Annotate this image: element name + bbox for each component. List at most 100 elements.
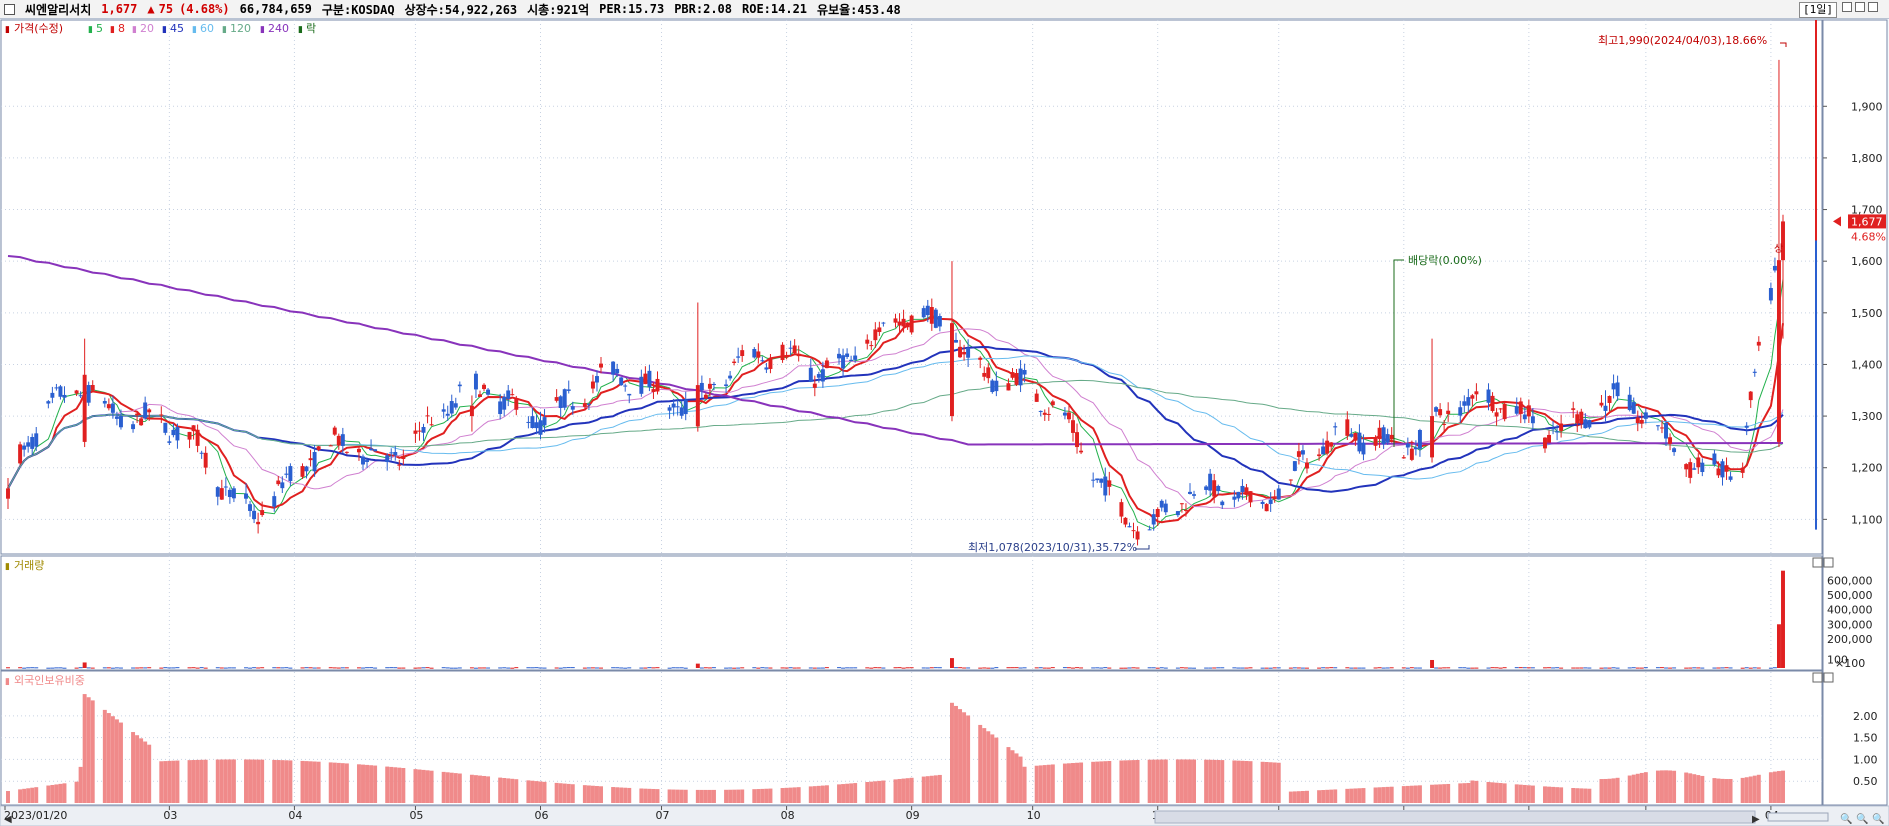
foreign-bar	[139, 738, 144, 803]
foreign-bar	[966, 715, 971, 803]
foreign-bar	[1643, 772, 1648, 803]
candle-body	[1107, 480, 1112, 487]
zoom-slider[interactable]	[1767, 812, 1829, 822]
panel-controls[interactable]: ◀ ▶ 🔍 🔍 🔍	[4, 557, 1884, 825]
candle-body	[1389, 434, 1394, 440]
per-value: PER:15.73	[599, 2, 665, 16]
volume-bar	[1079, 667, 1084, 669]
window-close-icon[interactable]	[1868, 2, 1878, 12]
volume-bar	[921, 667, 926, 669]
foreign-bar	[441, 771, 446, 803]
foreign-bar	[421, 769, 426, 803]
foreign-bar	[796, 787, 801, 803]
volume-bar	[619, 667, 624, 669]
candle-body	[62, 394, 67, 398]
candle-body	[881, 322, 886, 324]
volume-bar	[566, 667, 571, 669]
panel-maximize-icon[interactable]	[1812, 672, 1823, 683]
candle-body	[280, 482, 285, 489]
foreign-bar	[784, 787, 789, 803]
candle-body	[526, 421, 531, 423]
foreign-bar	[756, 789, 761, 803]
candle-body	[1014, 373, 1019, 385]
panel-close-icon[interactable]	[1823, 672, 1834, 683]
candle-body	[502, 396, 507, 410]
foreign-bar	[893, 779, 898, 803]
volume-bar	[473, 667, 478, 669]
volume-bar	[1317, 667, 1322, 669]
candle-body	[1151, 514, 1156, 525]
volume-bar	[824, 667, 829, 669]
volume-bar	[288, 667, 293, 669]
foreign-bar	[1216, 759, 1221, 803]
foreign-bar	[1438, 784, 1443, 803]
volume-bar	[252, 667, 257, 669]
foreign-bar	[445, 772, 450, 803]
foreign-bar	[595, 786, 599, 803]
candle-body	[921, 308, 926, 318]
candle-body	[1216, 486, 1221, 492]
ma-45-legend-icon: ▮	[162, 25, 167, 35]
volume-bar	[272, 667, 277, 669]
foreign-bar	[1385, 786, 1390, 803]
candle-body	[1470, 395, 1475, 399]
volume-bar	[1385, 667, 1390, 669]
foreign-bar	[316, 761, 321, 803]
volume-bar	[853, 667, 858, 669]
ma-45-line	[7, 345, 1784, 493]
ma-45-legend-label: 45	[170, 22, 184, 35]
candle-body	[1147, 529, 1152, 531]
candle-body	[1373, 438, 1378, 446]
horizontal-scroll-thumb[interactable]	[1154, 810, 1756, 824]
panel-maximize-icon[interactable]	[1812, 557, 1823, 568]
panel-close-icon[interactable]	[1823, 557, 1834, 568]
volume-bar	[1781, 570, 1785, 668]
volume-bar	[816, 667, 821, 669]
volume-bar	[280, 667, 285, 669]
candle-body	[397, 464, 402, 466]
volume-bar	[356, 667, 361, 669]
limit-up-label: 상	[1774, 243, 1783, 255]
candle-body	[958, 346, 963, 358]
foreign-bar	[1615, 777, 1620, 803]
window-restore-icon[interactable]	[1842, 2, 1852, 12]
candle-body	[74, 390, 79, 394]
window-maximize-icon[interactable]	[1855, 2, 1865, 12]
y-axis-panel	[1822, 19, 1888, 806]
foreign-bar	[304, 761, 309, 803]
volume-bar	[595, 667, 599, 669]
chart-area[interactable]: 1,900 1,800 1,700 1,600 1,500 1,400 1,300 1,200…	[0, 19, 1889, 826]
foreign-bar	[1442, 784, 1447, 803]
foreign-bar	[385, 766, 390, 803]
volume-bar	[869, 667, 874, 669]
volume-bar	[316, 667, 321, 669]
candle-body	[344, 451, 349, 453]
candle-body	[1781, 221, 1785, 261]
volume-bar	[506, 667, 511, 669]
volume-bar	[1321, 667, 1326, 669]
foreign-bar	[990, 734, 995, 803]
foreign-bar	[356, 764, 361, 803]
foreign-bar	[413, 769, 418, 803]
select-checkbox[interactable]	[4, 3, 15, 15]
candle-body	[1696, 457, 1701, 468]
ma-20-legend-label: 20	[140, 22, 154, 35]
volume-bar	[792, 667, 797, 669]
candle-body	[199, 452, 204, 454]
volume-bar	[760, 667, 765, 669]
volume-bar	[498, 667, 503, 669]
volume-bar	[1232, 667, 1237, 669]
foreign-bar	[1119, 760, 1124, 803]
volume-bar	[643, 667, 648, 669]
foreign-bar	[514, 779, 519, 803]
timeframe-button[interactable]: [1일]	[1799, 2, 1837, 18]
foreign-bar	[58, 783, 63, 803]
candle-body	[865, 339, 870, 344]
volume-bar	[675, 667, 680, 669]
candle-body	[1204, 486, 1209, 490]
stock-name[interactable]: 씨엔알리서치	[25, 2, 92, 17]
volume-bar	[1038, 667, 1043, 669]
foreign-bar	[260, 759, 265, 803]
volume-bar	[90, 667, 95, 669]
foreign-bar	[159, 761, 164, 803]
